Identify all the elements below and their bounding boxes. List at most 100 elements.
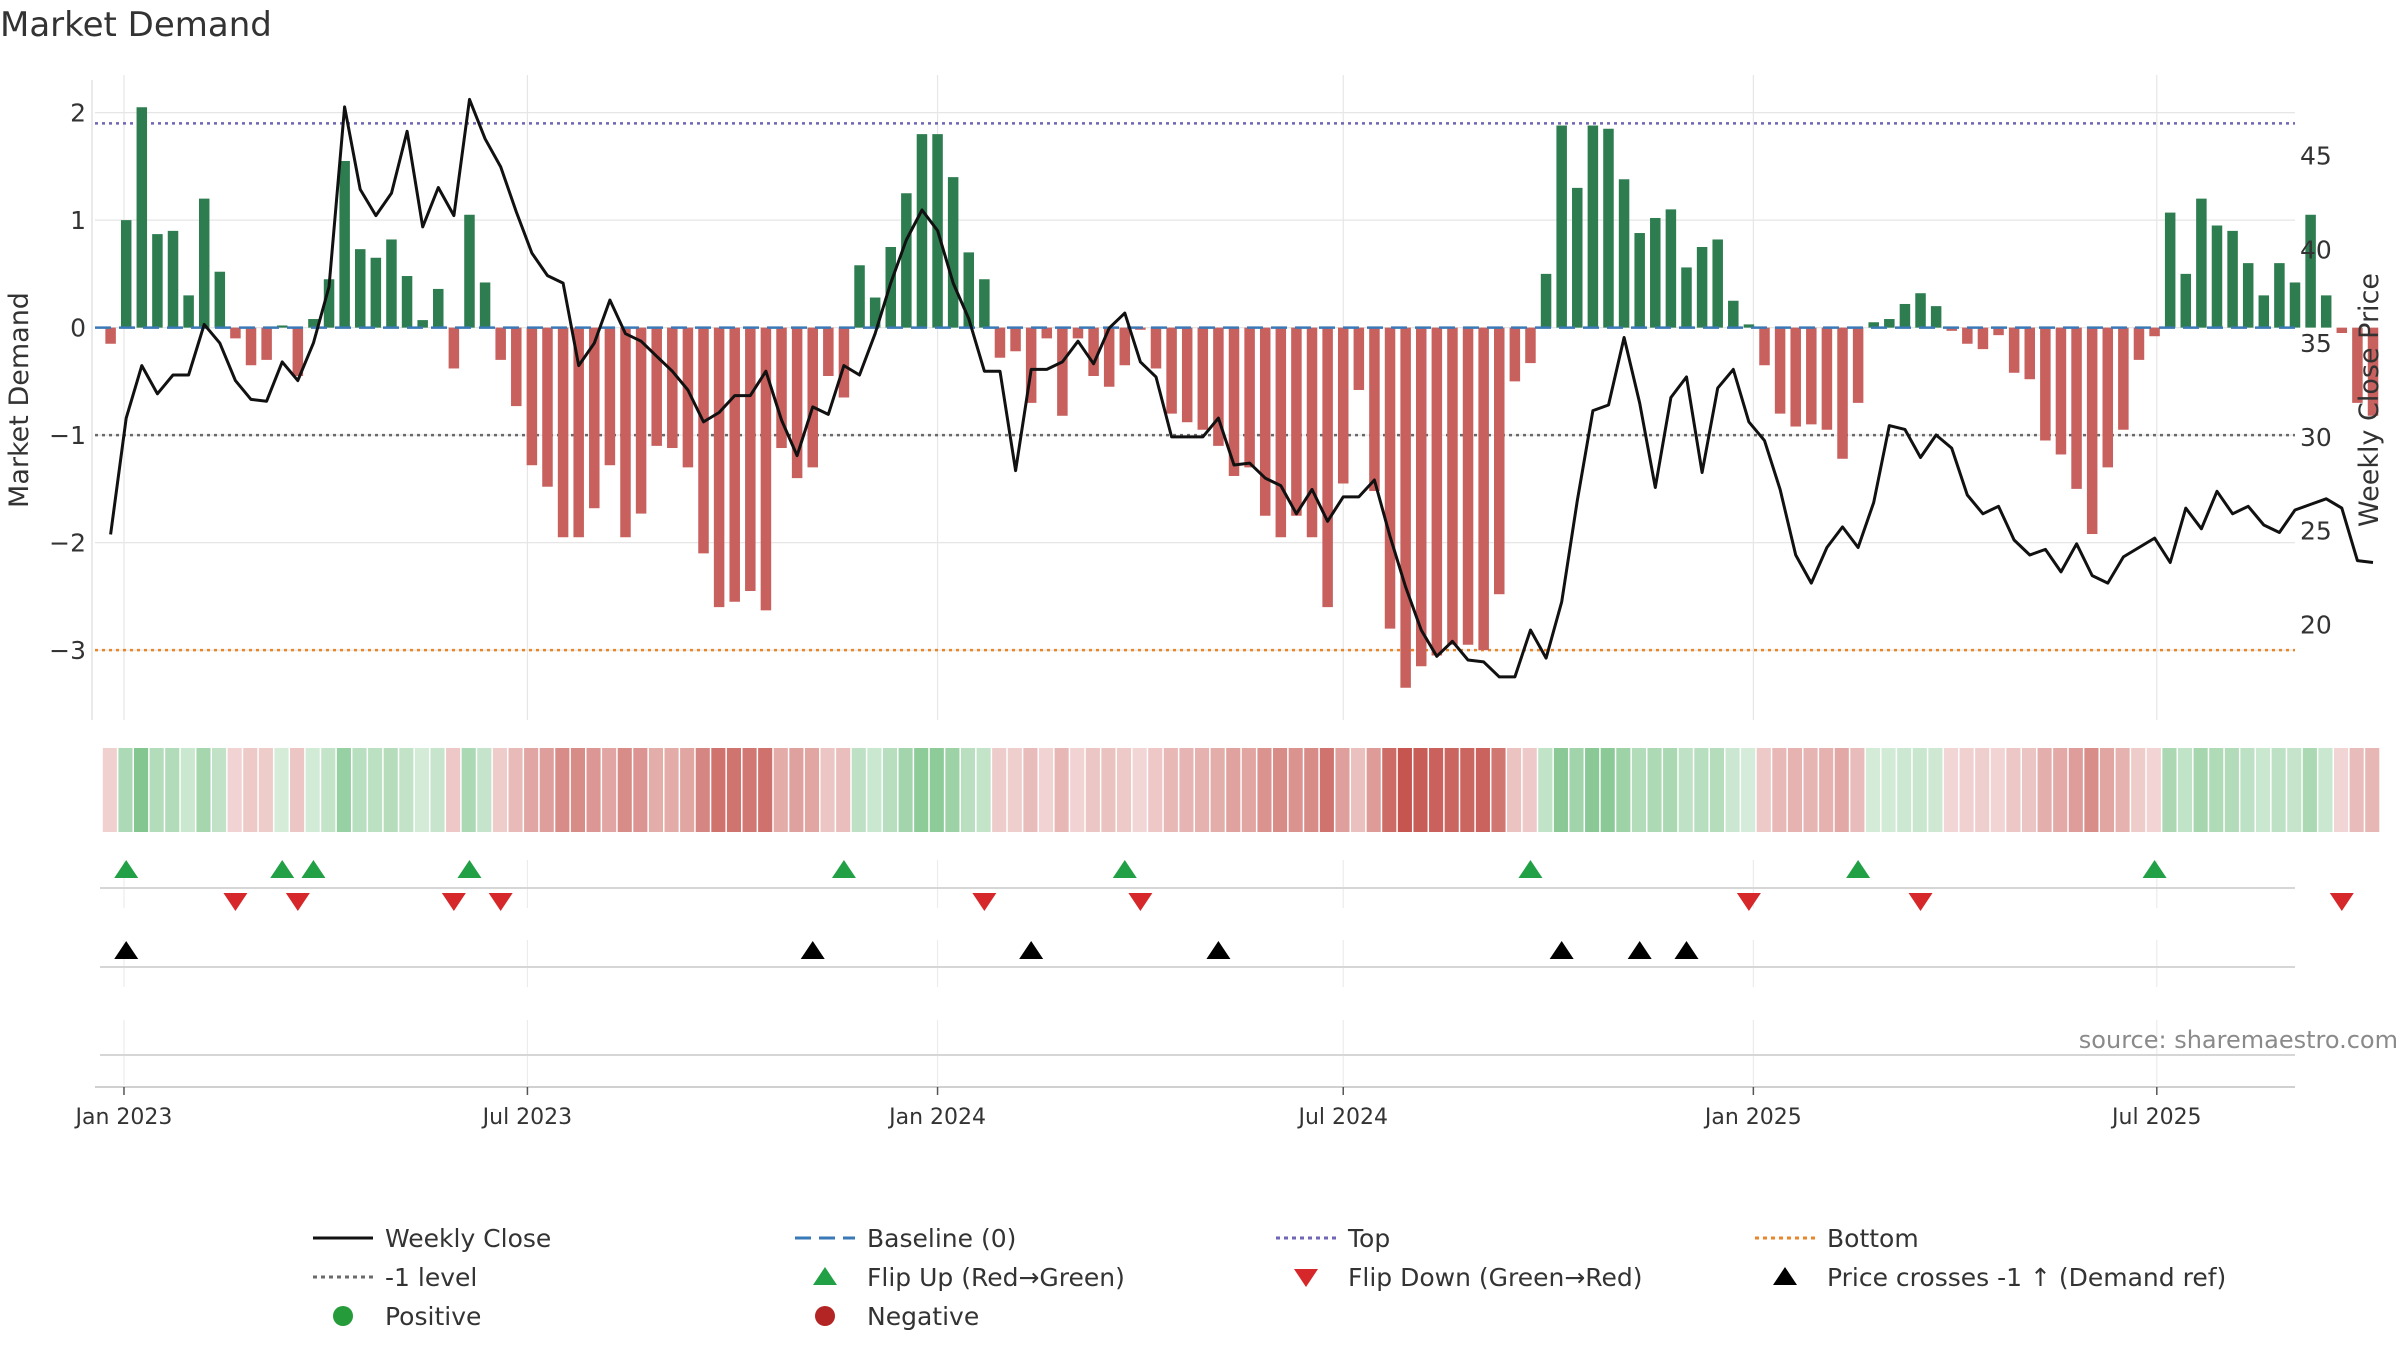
demand-bar — [823, 327, 834, 376]
demand-bar — [1556, 125, 1567, 328]
demand-bar — [323, 279, 335, 328]
heat-cell — [336, 748, 351, 832]
heat-cell — [1054, 748, 1069, 832]
heat-cell — [446, 748, 461, 832]
heat-cell — [1397, 748, 1412, 832]
demand-bar — [1010, 327, 1021, 352]
heat-cell — [1444, 748, 1459, 832]
heat-cell — [102, 748, 117, 832]
demand-bar — [464, 214, 475, 328]
demand-bar — [1291, 327, 1302, 516]
price-cross-marker — [1627, 941, 1652, 959]
demand-bar — [2196, 198, 2207, 328]
demand-bar — [1759, 327, 1770, 366]
demand-bar — [401, 276, 413, 328]
demand-bar — [947, 177, 959, 328]
demand-bar — [1244, 327, 1255, 468]
heat-cell — [1413, 748, 1428, 832]
heat-cell — [1616, 748, 1631, 832]
demand-bar — [729, 327, 740, 602]
heat-cell — [2177, 748, 2193, 832]
demand-bar — [542, 327, 553, 487]
demand-bar — [1618, 179, 1630, 328]
heat-cell — [1116, 748, 1132, 832]
heat-cell — [1226, 748, 1241, 832]
heat-cell — [2302, 748, 2317, 832]
heat-cell — [461, 748, 476, 832]
demand-bar — [635, 327, 647, 514]
demand-bar — [105, 327, 116, 344]
demand-bar — [167, 230, 179, 328]
flip-up-marker — [1518, 860, 1543, 878]
demand-bar — [2024, 327, 2036, 380]
heat-cell — [570, 748, 585, 832]
y-tick-label: 2 — [70, 99, 86, 128]
heat-cell — [1678, 748, 1693, 832]
demand-bar — [1275, 327, 1287, 538]
heat-cell — [1335, 748, 1350, 832]
heat-cell — [1943, 748, 1959, 832]
heat-cell — [914, 748, 929, 832]
heat-cell — [227, 748, 242, 832]
demand-bar — [1057, 327, 1068, 416]
heat-cell — [134, 748, 149, 832]
demand-bar — [1665, 209, 1677, 328]
demand-bar — [1650, 217, 1661, 328]
heat-cell — [1507, 748, 1522, 832]
demand-bar — [1259, 327, 1271, 516]
demand-bar — [1806, 327, 1817, 425]
demand-bar — [979, 279, 990, 328]
heat-cell — [680, 748, 695, 832]
heat-cell — [2162, 748, 2177, 832]
demand-bar — [1197, 327, 1209, 430]
demand-bar — [745, 327, 756, 591]
demand-bar — [838, 327, 850, 398]
heat-cell — [399, 748, 414, 832]
demand-bar — [760, 327, 772, 611]
demand-bar — [1494, 327, 1505, 595]
demand-bar — [1743, 324, 1755, 328]
demand-bar — [433, 288, 444, 328]
demand-bar — [1603, 128, 1614, 328]
demand-bar — [667, 327, 678, 449]
flip-up-marker — [1112, 860, 1137, 878]
heat-cell — [898, 748, 913, 832]
heat-cell — [1928, 748, 1943, 832]
flip-up-marker — [457, 860, 482, 878]
demand-bar — [1852, 327, 1864, 403]
heat-cell — [1085, 748, 1100, 832]
demand-bar — [1306, 327, 1318, 538]
demand-bar — [1712, 239, 1723, 328]
demand-bar — [198, 198, 210, 328]
demand-bar — [2242, 263, 2254, 328]
demand-bar — [2274, 263, 2285, 328]
demand-bar — [1322, 327, 1333, 608]
demand-bar — [183, 295, 194, 328]
heat-cell — [1132, 748, 1147, 832]
flip-down-marker — [441, 893, 466, 911]
demand-bar — [2040, 327, 2051, 441]
demand-bar — [495, 327, 506, 360]
heat-cell — [976, 748, 991, 832]
demand-bar — [2211, 225, 2223, 328]
price-cross-marker — [1549, 941, 1574, 959]
price-cross-marker — [1674, 941, 1699, 959]
heat-cell — [664, 748, 679, 832]
heat-cell — [118, 748, 133, 832]
heat-cell — [2131, 748, 2146, 832]
heat-cell — [508, 748, 523, 832]
heat-cell — [492, 748, 507, 832]
demand-bar — [916, 134, 928, 328]
legend-swatch-triangle-up — [813, 1267, 837, 1285]
y2-tick-label: 35 — [2300, 329, 2332, 358]
heat-cell — [1709, 748, 1724, 832]
heat-cell — [1600, 748, 1615, 832]
demand-bar — [1041, 327, 1053, 339]
flip-markers-panel — [100, 860, 2354, 911]
heat-cell — [960, 748, 976, 832]
legend-label: Negative — [867, 1302, 979, 1331]
heat-cell — [742, 748, 757, 832]
demand-bar — [1384, 327, 1396, 629]
demand-bar — [1103, 327, 1115, 387]
legend-label: Baseline (0) — [867, 1224, 1016, 1253]
